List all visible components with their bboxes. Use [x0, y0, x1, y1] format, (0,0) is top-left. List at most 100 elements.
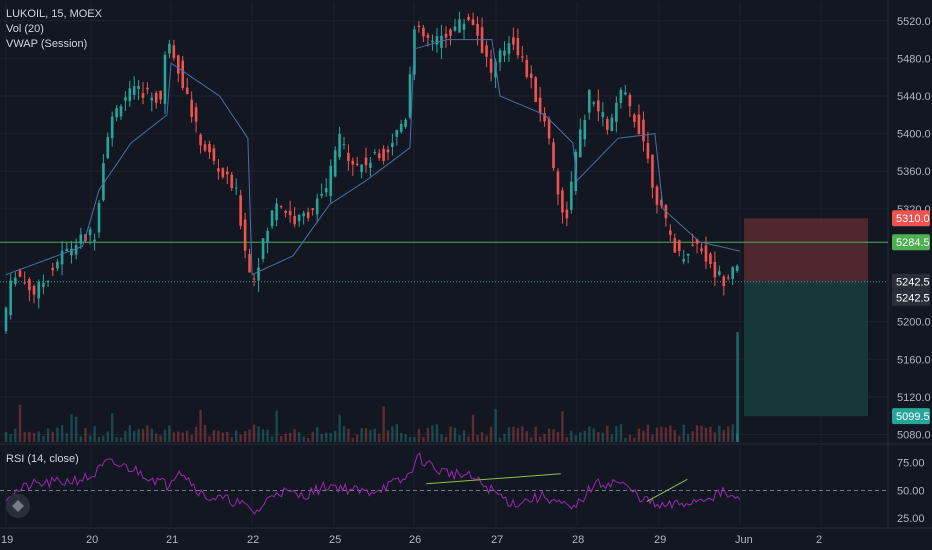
candle-body — [525, 59, 529, 77]
rsi-indicator-label[interactable]: RSI (14, close) — [6, 453, 79, 465]
candle-body — [288, 210, 292, 216]
time-axis-label: 22 — [247, 534, 259, 546]
candle-body — [163, 54, 167, 104]
volume-bar — [534, 426, 537, 442]
candle-body — [60, 250, 64, 265]
candle-body — [516, 38, 520, 56]
candle-body — [628, 94, 632, 107]
candle-body — [512, 37, 515, 45]
tradingview-logo-icon[interactable] — [6, 494, 30, 518]
volume-bar — [325, 432, 328, 442]
candle-body — [338, 133, 341, 158]
volume-bar — [736, 332, 739, 442]
candle-body — [185, 87, 189, 94]
candle-body — [172, 45, 176, 58]
volume-bar — [610, 434, 614, 442]
volume-bar — [181, 432, 184, 442]
rsi-divergence-line[interactable] — [426, 473, 561, 485]
candle-body — [329, 165, 333, 196]
volume-bar — [516, 428, 520, 442]
volume-bar — [266, 429, 269, 442]
candle-body — [709, 253, 712, 264]
volume-bar — [177, 431, 180, 442]
volume-bar — [417, 429, 421, 442]
volume-bar — [619, 424, 623, 442]
candle-body — [731, 267, 735, 280]
candle-body — [610, 117, 614, 132]
candle-body — [704, 245, 708, 262]
candle-body — [37, 282, 41, 299]
volume-bar — [462, 430, 466, 442]
candle-body — [9, 280, 12, 315]
candle-body — [695, 239, 699, 244]
candle-body — [150, 97, 154, 101]
volume-bar — [592, 428, 596, 442]
volume-bar — [615, 426, 618, 442]
volume-bar — [42, 436, 45, 442]
volume-bar — [494, 409, 497, 442]
candle-body — [42, 283, 45, 287]
volume-bar — [133, 431, 136, 442]
candle-body — [476, 23, 479, 36]
price-axis-label: 5080.0 — [897, 429, 931, 441]
volume-bar — [18, 404, 22, 442]
candle-body — [543, 113, 546, 122]
volume-bar — [476, 434, 479, 442]
candle-body — [538, 97, 542, 114]
vwap-indicator-label[interactable]: VWAP (Session) — [6, 38, 88, 50]
candle-body — [324, 188, 328, 193]
volume-bar — [79, 436, 82, 442]
candle-body — [417, 25, 421, 28]
volume-bar — [713, 432, 717, 442]
volume-bar — [660, 426, 663, 442]
candle-body — [444, 33, 448, 38]
volume-bar — [115, 436, 118, 442]
time-axis-label: 20 — [86, 534, 98, 546]
volume-bar — [642, 430, 645, 442]
candle-body — [615, 102, 618, 122]
candle-body — [529, 73, 533, 78]
candle-body — [449, 29, 452, 36]
take-profit-zone[interactable] — [744, 281, 868, 417]
candle-body — [355, 163, 359, 165]
volume-bar — [570, 430, 573, 442]
volume-bar — [261, 429, 265, 442]
candle-body — [691, 244, 694, 246]
candle-body — [521, 56, 524, 58]
candle-body — [503, 50, 506, 56]
candle-body — [534, 77, 537, 103]
price-tag-label: 5310.0 — [896, 213, 930, 225]
volume-bar — [88, 435, 92, 442]
rsi-divergence-line[interactable] — [646, 478, 688, 502]
volume-bar — [338, 414, 341, 442]
volume-bar — [547, 428, 551, 442]
candle-body — [682, 259, 686, 262]
volume-bar — [395, 424, 398, 442]
stop-loss-zone[interactable] — [744, 218, 868, 282]
volume-bar — [458, 435, 461, 442]
candle-body — [176, 55, 180, 74]
candle-body — [32, 286, 36, 295]
time-axis-label: Jun — [735, 534, 753, 546]
candle-body — [14, 277, 17, 284]
volume-bar — [386, 430, 390, 442]
candle-body — [320, 193, 323, 196]
candle-body — [588, 90, 591, 113]
volume-bar — [426, 428, 430, 442]
candle-body — [364, 157, 368, 166]
volume-bar — [413, 436, 416, 442]
volume-bar — [293, 429, 296, 442]
volume-bar — [682, 424, 685, 442]
volume-indicator-label[interactable]: Vol (20) — [6, 23, 44, 35]
candle-body — [435, 36, 439, 45]
volume-bar — [279, 435, 283, 442]
candle-body — [556, 171, 560, 195]
volume-bar — [669, 425, 672, 442]
candle-body — [395, 129, 399, 137]
volume-bar — [574, 435, 577, 442]
candle-body — [440, 35, 443, 48]
candle-body — [386, 149, 390, 153]
volume-bar — [163, 429, 167, 442]
volume-bar — [239, 434, 242, 442]
